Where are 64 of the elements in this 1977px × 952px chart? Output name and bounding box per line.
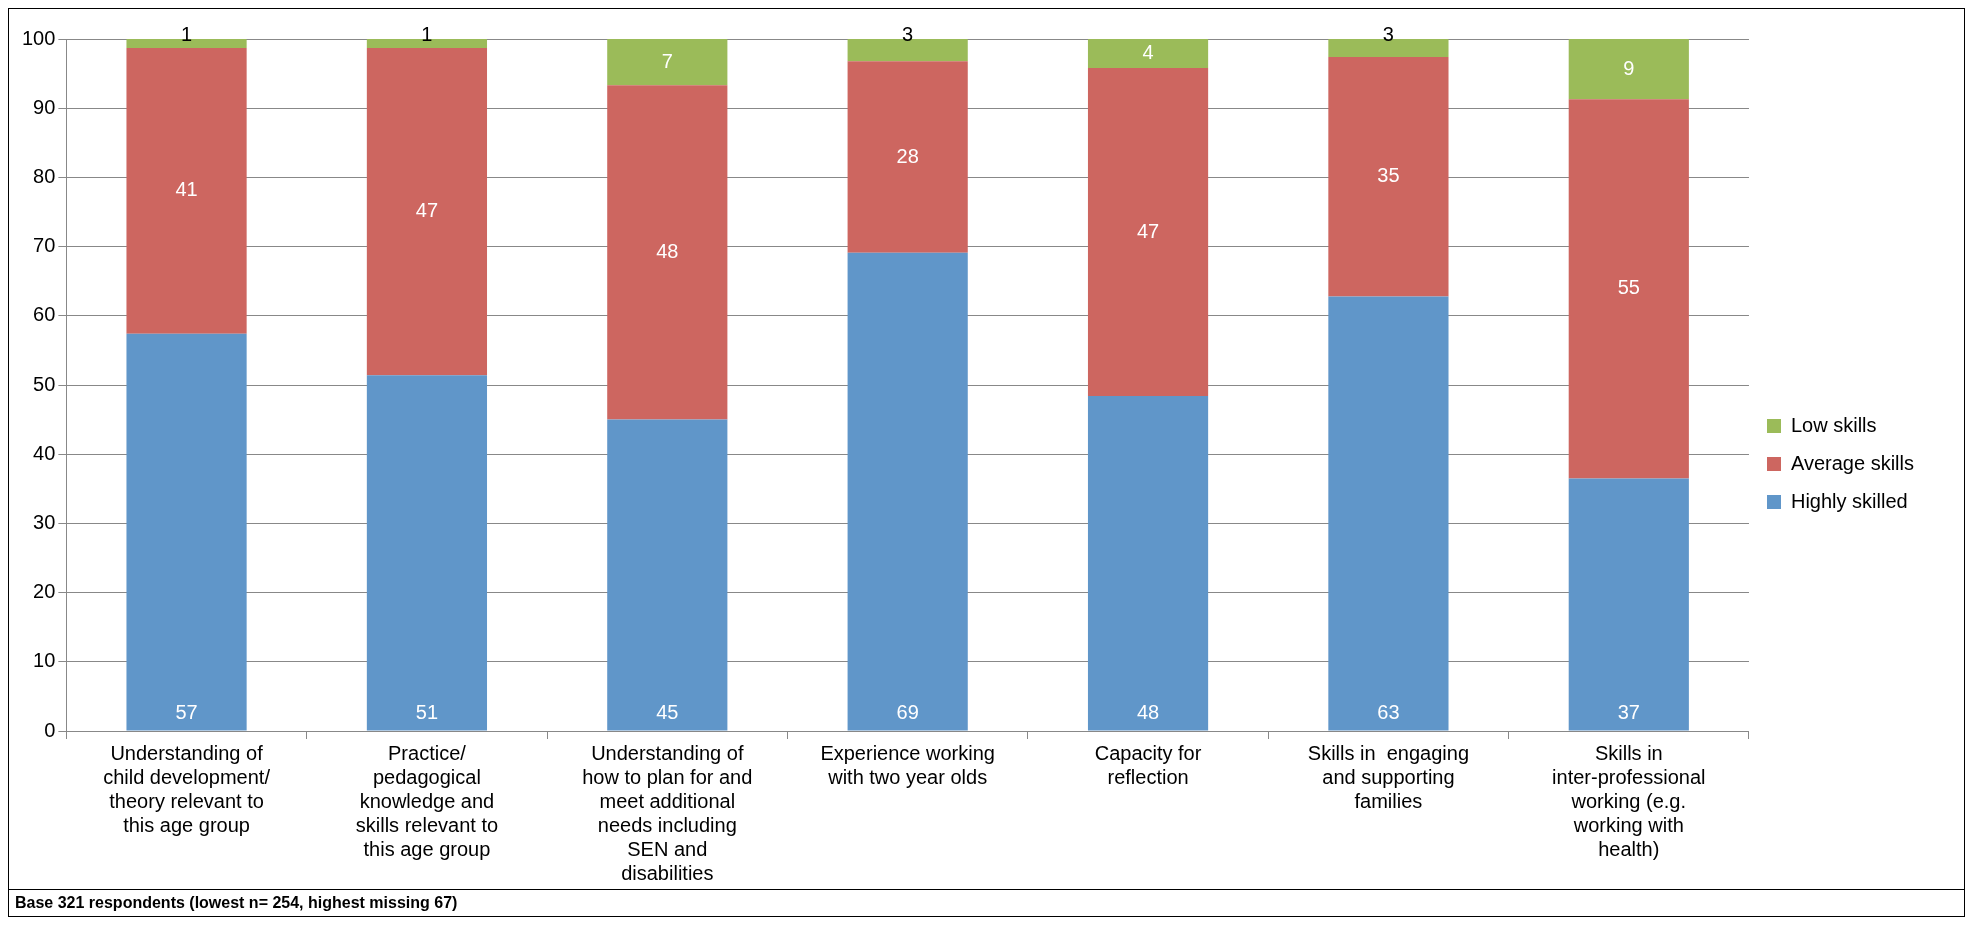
y-tick-label: 20 <box>33 580 56 603</box>
data-label: 7 <box>661 49 673 72</box>
data-label: 55 <box>1617 276 1640 299</box>
data-label: 1 <box>421 22 433 45</box>
bar <box>1087 39 1209 69</box>
data-label: 28 <box>896 144 919 167</box>
data-label: 47 <box>415 199 439 222</box>
x-tick-label: Skills in engaging and supporting families <box>1307 741 1470 812</box>
y-tick-label: 90 <box>33 95 56 118</box>
bar <box>366 375 488 731</box>
data-label: 45 <box>656 701 679 724</box>
bar <box>1568 99 1689 479</box>
x-tick-label: Understanding of child development/ theory relevant to this age group <box>103 741 271 836</box>
data-label: 3 <box>1382 22 1394 45</box>
y-tick-label: 60 <box>33 303 56 326</box>
data-label: 1 <box>180 22 193 45</box>
y-tick-label: 10 <box>33 649 56 672</box>
y-tick-label: 30 <box>33 510 56 533</box>
data-label: 47 <box>1136 219 1160 242</box>
data-label: 69 <box>896 701 919 724</box>
bar <box>126 39 247 48</box>
text: Base 321 respondents (lowest n= 254, highest missing 67) <box>9 889 1964 916</box>
y-tick-label: 40 <box>33 441 56 464</box>
bar <box>1087 396 1209 731</box>
bar <box>1568 478 1689 731</box>
data-label: 9 <box>1623 56 1635 79</box>
data-label: 4 <box>1142 41 1154 64</box>
x-tick-label: Practice/ pedagogical knowledge and skills relevant to this age group <box>355 741 499 860</box>
data-label: 57 <box>175 701 198 724</box>
data-label: 41 <box>175 178 198 201</box>
bar <box>847 39 968 62</box>
bar <box>126 333 247 731</box>
legend-label: Average skills <box>1790 451 1915 474</box>
legend-label: Highly skilled <box>1790 489 1908 512</box>
bar <box>847 252 968 731</box>
x-tick-label: Skills in inter-professional working (e.g. working with health) <box>1552 741 1706 860</box>
data-label: 51 <box>415 701 439 724</box>
data-label: 35 <box>1377 164 1400 187</box>
bar <box>607 85 728 420</box>
bar <box>366 39 488 48</box>
bar <box>1328 39 1449 57</box>
data-label: 63 <box>1377 701 1400 724</box>
y-tick-label: 70 <box>33 234 56 257</box>
data-label: 48 <box>1136 701 1160 724</box>
bar <box>126 48 247 334</box>
data-label: 3 <box>902 22 914 45</box>
data-label: 37 <box>1617 701 1640 724</box>
bar <box>607 39 728 86</box>
bar <box>1568 39 1689 100</box>
x-tick-label: Understanding of how to plan for and meet additional needs including SEN and disabilities <box>582 741 753 884</box>
y-tick-label: 50 <box>33 372 56 395</box>
data-label: 48 <box>656 240 679 262</box>
x-tick-label: Experience working with two year olds <box>820 741 995 788</box>
bar <box>1328 296 1449 731</box>
y-tick-label: 0 <box>44 718 56 741</box>
legend-label: Low skills <box>1790 413 1877 436</box>
y-tick-label: 100 <box>21 26 56 49</box>
bar <box>1087 68 1209 397</box>
bar <box>366 48 488 376</box>
y-tick-label: 80 <box>33 164 56 187</box>
bar <box>607 419 728 731</box>
x-tick-label: Capacity for reflection <box>1094 741 1202 788</box>
bar <box>847 61 968 253</box>
bar <box>1328 56 1449 297</box>
